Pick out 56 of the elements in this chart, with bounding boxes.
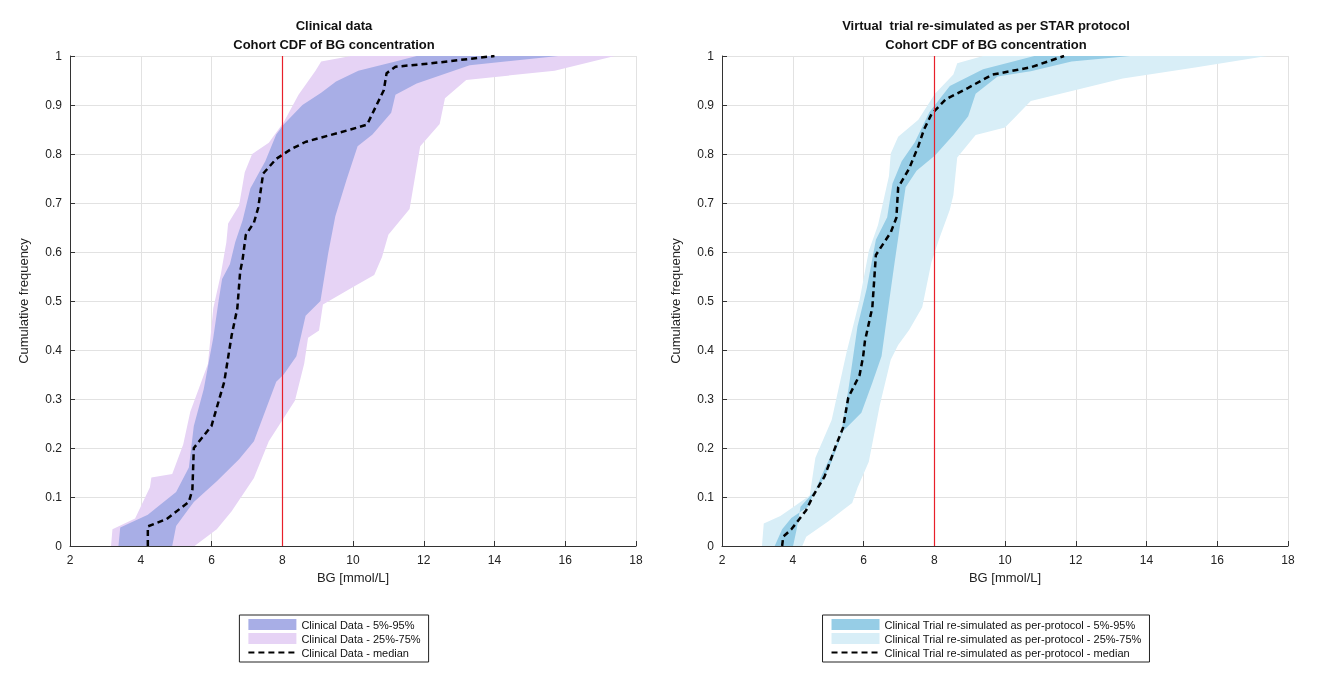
x-tick-label: 14 xyxy=(1139,553,1154,567)
y-tick-label: 0.2 xyxy=(697,441,715,455)
x-tick-label: 10 xyxy=(998,553,1012,567)
y-tick-label: 0.6 xyxy=(697,245,715,259)
y-tick-label: 0.1 xyxy=(697,490,715,504)
y-tick-label: 0.6 xyxy=(45,245,63,259)
x-tick-label: 2 xyxy=(66,553,74,567)
legend-label: Clinical Data - median xyxy=(301,646,409,659)
legend-label: Clinical Trial re-simulated as per-protocol - 5%-95% xyxy=(884,618,1136,631)
x-tick-label: 18 xyxy=(1281,553,1295,567)
line-series xyxy=(146,54,496,548)
chart-title: Clinical data xyxy=(295,18,374,33)
legend-label: Clinical Data - 25%-75% xyxy=(301,632,421,645)
y-tick-label: 0.2 xyxy=(45,441,63,455)
y-tick-label: 0.8 xyxy=(697,147,715,161)
y-tick-label: 0.5 xyxy=(697,294,715,308)
x-tick-label: 4 xyxy=(137,553,145,567)
x-axis-title: BG [mmol/L] xyxy=(968,569,1042,585)
y-tick-label: 0.9 xyxy=(697,98,715,112)
y-tick-label: 0 xyxy=(55,539,63,553)
y-tick-label: 0.7 xyxy=(697,196,715,210)
legend-label: Clinical Trial re-simulated as per-protocol - 25%-75% xyxy=(884,632,1142,645)
x-tick-label: 16 xyxy=(1210,553,1225,567)
x-tick-label: 2 xyxy=(718,553,726,567)
y-tick-label: 0.5 xyxy=(45,294,63,308)
y-tick-label: 0.4 xyxy=(45,343,63,357)
y-axis-title: Cumulative frequency xyxy=(16,237,31,364)
line-series xyxy=(780,54,1066,548)
x-axis-title: BG [mmol/L] xyxy=(316,569,390,585)
y-tick-label: 0.8 xyxy=(45,147,63,161)
y-tick-label: 0 xyxy=(707,539,715,553)
x-tick-label: 12 xyxy=(417,553,431,567)
y-tick-label: 0.3 xyxy=(45,392,63,406)
legend-label: Clinical Trial re-simulated as per-protocol - median xyxy=(884,646,1130,659)
y-tick-label: 0.7 xyxy=(45,196,63,210)
y-tick-label: 0.3 xyxy=(697,392,715,406)
x-tick-label: 6 xyxy=(208,553,216,567)
x-tick-label: 8 xyxy=(278,553,286,567)
y-tick-label: 1 xyxy=(55,49,63,63)
x-tick-label: 10 xyxy=(346,553,360,567)
chart-title: Virtual trial re-simulated as per STAR protocol xyxy=(842,18,1130,33)
x-tick-label: 12 xyxy=(1069,553,1083,567)
x-tick-label: 8 xyxy=(930,553,938,567)
x-tick-label: 14 xyxy=(487,553,502,567)
x-tick-label: 4 xyxy=(789,553,797,567)
y-tick-label: 0.1 xyxy=(45,490,63,504)
y-axis-title: Cumulative frequency xyxy=(668,237,683,364)
x-tick-label: 18 xyxy=(629,553,643,567)
chart-subtitle: Cohort CDF of BG concentration xyxy=(885,37,1087,52)
y-tick-label: 0.4 xyxy=(697,343,715,357)
chart-subtitle: Cohort CDF of BG concentration xyxy=(233,37,435,52)
legend-label: Clinical Data - 5%-95% xyxy=(301,618,415,631)
x-tick-label: 16 xyxy=(558,553,573,567)
y-tick-label: 0.9 xyxy=(45,98,63,112)
y-tick-label: 1 xyxy=(707,49,715,63)
x-tick-label: 6 xyxy=(860,553,868,567)
